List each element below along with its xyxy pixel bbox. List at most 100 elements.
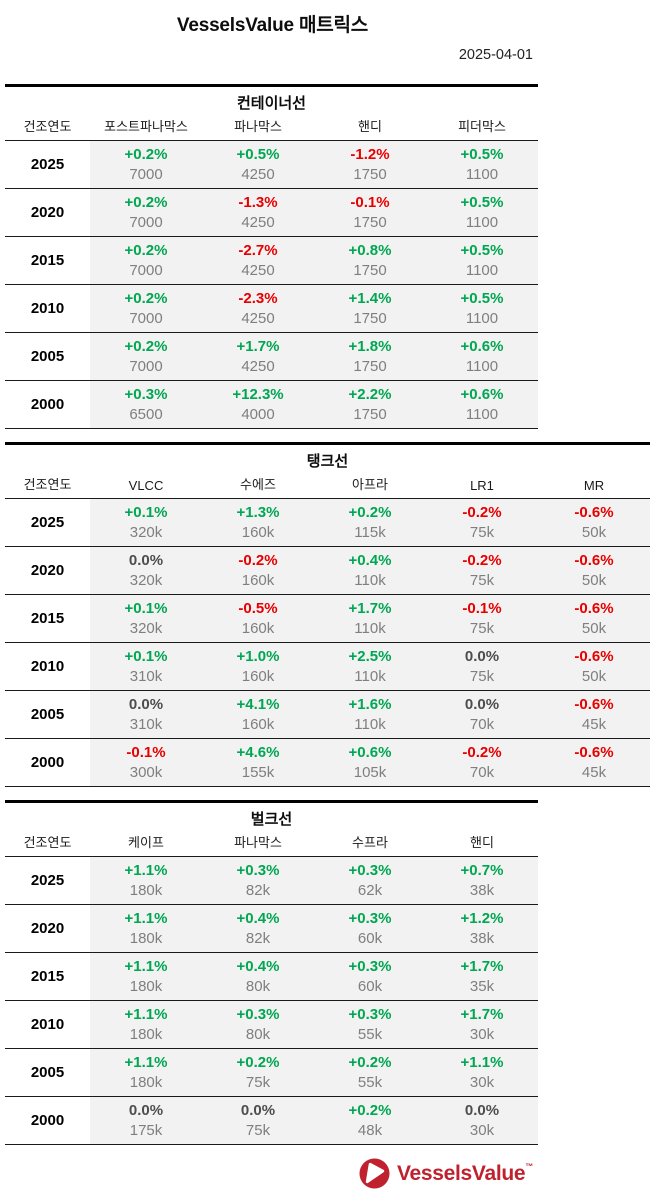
value-cell: -1.2% 1750 (314, 141, 426, 188)
percent-change: +0.2% (124, 146, 168, 163)
table-row: 2025 +1.1% 180k +0.3% 82k +0.3% 62k +0.7% 38k (5, 857, 538, 905)
value-cell: 0.0% 320k (90, 547, 202, 594)
percent-change: +1.6% (348, 696, 392, 713)
percent-change: +1.1% (460, 1054, 504, 1071)
vessel-value: 70k (469, 764, 495, 781)
value-cell: +0.2% 115k (314, 499, 426, 546)
value-cell: -0.2% 70k (426, 739, 538, 786)
value-cell: +0.6% 1100 (426, 333, 538, 380)
column-header: 수프라 (352, 835, 388, 850)
table-row: 2025 +0.1% 320k +1.3% 160k +0.2% 115k -0.2% 75k -… (5, 499, 650, 547)
percent-change: +0.1% (124, 504, 168, 521)
vessel-value: 1100 (465, 406, 499, 423)
column-header: 아프라 (352, 477, 388, 492)
vessel-value: 110k (354, 668, 386, 685)
vessel-value: 62k (357, 882, 383, 899)
year-cell: 2025 (5, 141, 90, 188)
vessel-value: 50k (581, 620, 607, 637)
value-cell: -0.1% 1750 (314, 189, 426, 236)
year-cell: 2005 (5, 691, 90, 738)
vessel-value: 320k (129, 524, 163, 541)
percent-change: +1.7% (236, 338, 280, 355)
vessel-value: 1750 (353, 310, 387, 327)
value-cell: +1.1% 180k (90, 905, 202, 952)
column-header: LR1 (470, 478, 494, 493)
vessel-value: 75k (469, 668, 495, 685)
value-cell: +0.8% 1750 (314, 237, 426, 284)
value-cell: -2.3% 4250 (202, 285, 314, 332)
value-cell: +0.4% 110k (314, 547, 426, 594)
value-cell: +0.5% 1100 (426, 237, 538, 284)
value-cell: +0.5% 1100 (426, 189, 538, 236)
value-cell: +1.7% 35k (426, 953, 538, 1000)
value-cell: +1.7% 30k (426, 1001, 538, 1048)
percent-change: -0.6% (574, 504, 614, 521)
value-cell: +0.5% 1100 (426, 141, 538, 188)
table-row: 2000 -0.1% 300k +4.6% 155k +0.6% 105k -0.2% 70k -… (5, 739, 650, 787)
vessel-value: 45k (581, 764, 607, 781)
value-cell: +1.2% 38k (426, 905, 538, 952)
percent-change: +1.1% (124, 958, 168, 975)
percent-change: +0.4% (236, 958, 280, 975)
percent-change: 0.0% (128, 552, 164, 569)
percent-change: +1.7% (460, 958, 504, 975)
percent-change: +0.1% (124, 600, 168, 617)
table-row: 2020 +0.2% 7000 -1.3% 4250 -0.1% 1750 +0.5% 1100 (5, 189, 538, 237)
percent-change: 0.0% (464, 1102, 500, 1119)
vessel-value: 160k (241, 524, 275, 541)
value-cell: +0.2% 55k (314, 1049, 426, 1096)
percent-change: +0.3% (348, 910, 392, 927)
column-header: VLCC (128, 478, 164, 493)
value-cell: +1.1% 180k (90, 857, 202, 904)
value-cell: +0.3% 62k (314, 857, 426, 904)
table-title: 컨테이너선 (236, 95, 306, 112)
value-cell: +0.3% 82k (202, 857, 314, 904)
percent-change: +0.1% (124, 648, 168, 665)
vessel-value: 310k (129, 668, 163, 685)
value-cell: +0.2% 7000 (90, 333, 202, 380)
percent-change: -0.6% (574, 600, 614, 617)
vessel-value: 55k (357, 1074, 383, 1091)
percent-change: +0.2% (124, 290, 168, 307)
vessel-value: 160k (241, 668, 275, 685)
percent-change: -0.6% (574, 744, 614, 761)
value-cell: +0.3% 80k (202, 1001, 314, 1048)
column-header: 수에즈 (240, 477, 276, 492)
vessel-value: 60k (357, 978, 383, 995)
value-cell: +1.4% 1750 (314, 285, 426, 332)
vessel-value: 50k (581, 668, 607, 685)
value-cell: +0.1% 310k (90, 643, 202, 690)
vessel-value: 1100 (465, 262, 499, 279)
percent-change: +0.3% (124, 386, 168, 403)
value-cell: +0.2% 7000 (90, 285, 202, 332)
value-cell: +1.1% 30k (426, 1049, 538, 1096)
value-cell: -2.7% 4250 (202, 237, 314, 284)
vessel-value: 7000 (129, 214, 163, 231)
value-cell: +0.4% 82k (202, 905, 314, 952)
vessel-value: 1750 (353, 262, 387, 279)
year-cell: 2010 (5, 643, 90, 690)
vessel-value: 1100 (465, 166, 499, 183)
percent-change: +0.4% (348, 552, 392, 569)
value-cell: +0.2% 7000 (90, 237, 202, 284)
column-header: 파나막스 (234, 119, 282, 134)
trademark-symbol: ™ (525, 1161, 533, 1171)
percent-change: +1.3% (236, 504, 280, 521)
percent-change: +1.1% (124, 862, 168, 879)
value-cell: +0.6% 105k (314, 739, 426, 786)
table-row: 2015 +0.1% 320k -0.5% 160k +1.7% 110k -0.1% 75k -… (5, 595, 650, 643)
percent-change: +0.2% (124, 194, 168, 211)
value-cell: +12.3% 4000 (202, 381, 314, 428)
vessel-value: 50k (581, 524, 607, 541)
percent-change: 0.0% (464, 648, 500, 665)
vessel-value: 70k (469, 716, 495, 733)
column-header: 피더막스 (458, 119, 506, 134)
vessel-value: 80k (245, 1026, 271, 1043)
value-cell: +0.1% 320k (90, 499, 202, 546)
vessel-value: 115k (354, 524, 386, 541)
vessel-value: 55k (357, 1026, 383, 1043)
percent-change: +0.5% (460, 290, 504, 307)
value-cell: +0.4% 80k (202, 953, 314, 1000)
vessel-value: 48k (357, 1122, 383, 1139)
year-cell: 2000 (5, 381, 90, 428)
